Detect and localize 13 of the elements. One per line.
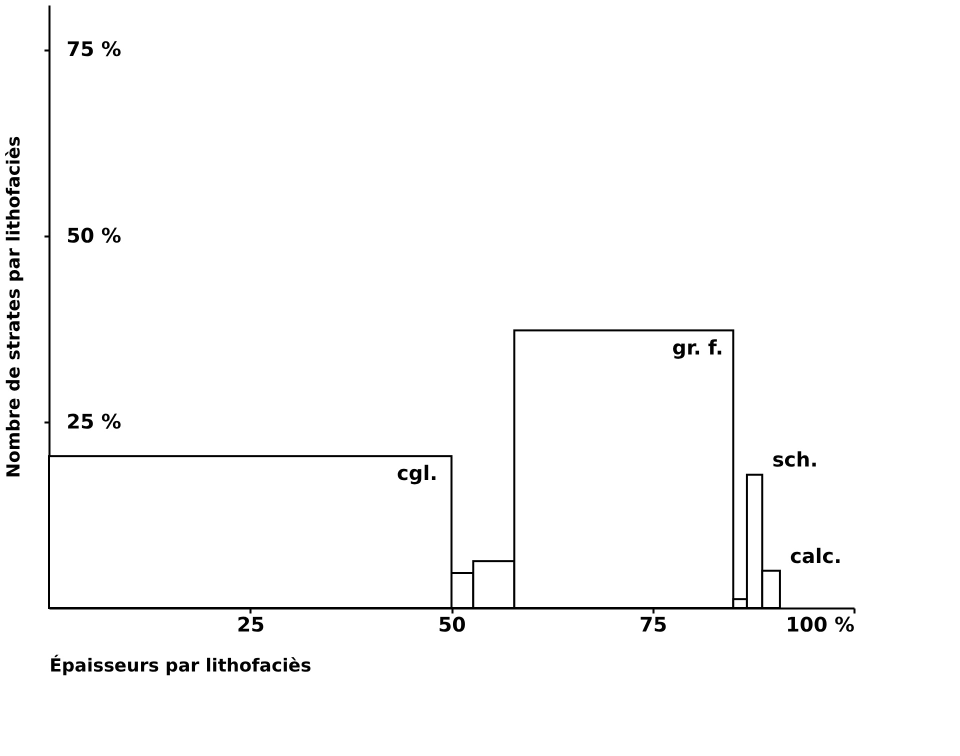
x-axis-title: Épaisseurs par lithofaciès (50, 654, 312, 676)
x-tick-label: 100 % (786, 612, 854, 636)
x-tick-label: 50 (438, 612, 466, 636)
annotation: cgl. (396, 461, 438, 486)
y-tick-label: 50 % (66, 223, 122, 248)
x-tick-label: 75 (639, 612, 668, 636)
y-tick-label: 25 % (66, 409, 122, 434)
y-tick-label: 75 % (66, 37, 122, 62)
annotation: calc. (790, 544, 842, 568)
annotation: gr. f. (672, 335, 724, 360)
x-tick-label: 25 (236, 612, 265, 636)
annotation: sch. (772, 448, 818, 472)
y-axis-title: Nombre de strates par lithofaciès (4, 136, 24, 478)
